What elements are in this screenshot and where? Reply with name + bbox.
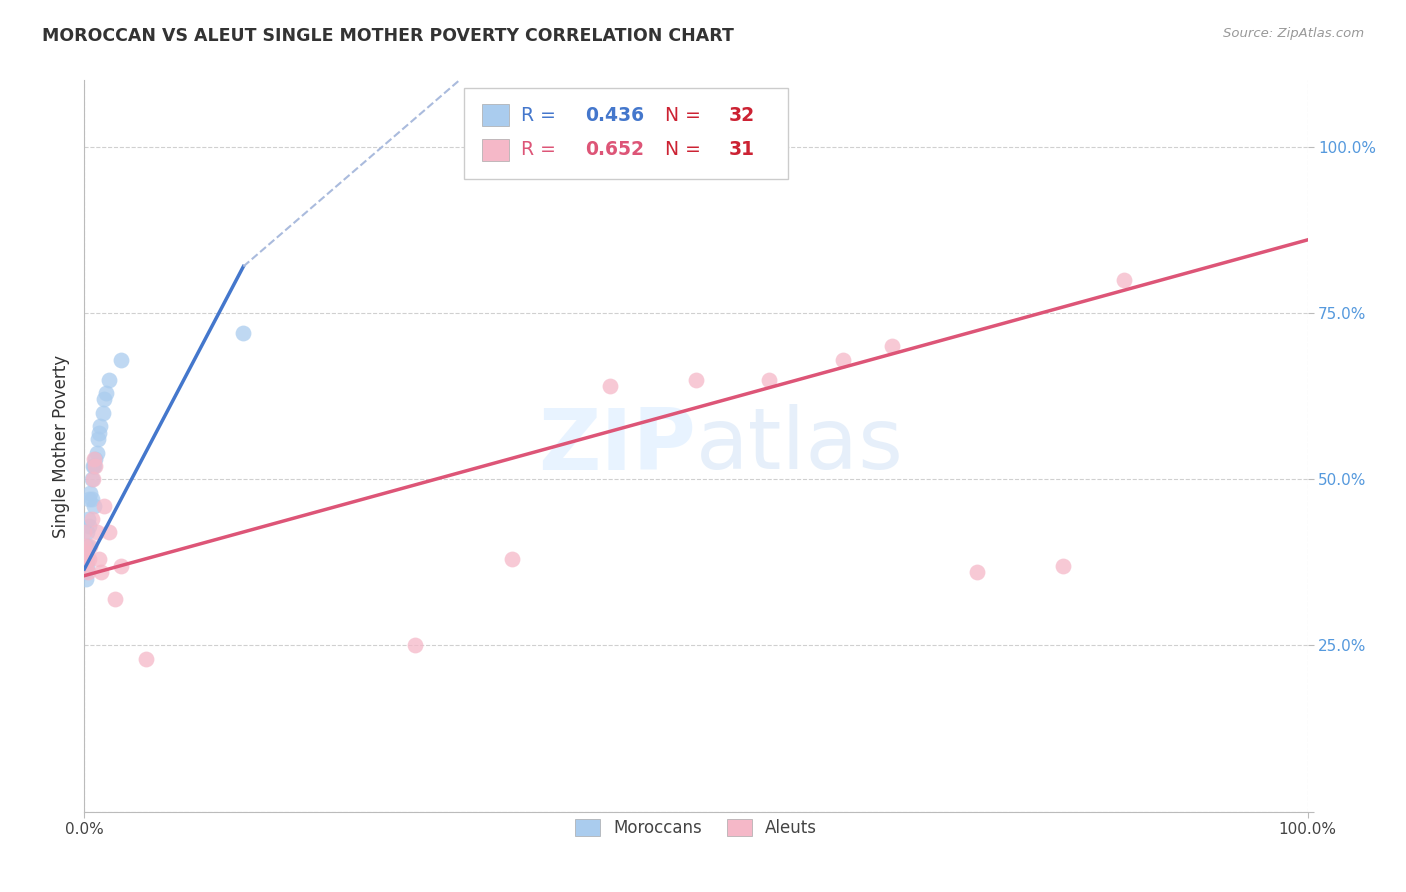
- Point: [73, 552, 96, 566]
- Point: [84, 458, 107, 473]
- Text: 0.436: 0.436: [585, 106, 644, 125]
- Point: [91, 406, 114, 420]
- Text: N =: N =: [654, 106, 707, 125]
- Point: [77, 518, 100, 533]
- Point: [404, 639, 426, 653]
- Text: 31: 31: [728, 140, 755, 160]
- Text: R =: R =: [522, 106, 562, 125]
- Point: [73, 552, 96, 566]
- FancyBboxPatch shape: [464, 87, 787, 179]
- Point: [599, 379, 621, 393]
- Point: [502, 552, 524, 566]
- Point: [831, 352, 853, 367]
- Y-axis label: Single Mother Poverty: Single Mother Poverty: [52, 354, 70, 538]
- Point: [90, 566, 112, 580]
- FancyBboxPatch shape: [482, 139, 509, 161]
- FancyBboxPatch shape: [482, 104, 509, 127]
- Point: [97, 372, 120, 386]
- Point: [75, 539, 97, 553]
- Point: [84, 452, 107, 467]
- Point: [93, 499, 115, 513]
- Point: [73, 558, 96, 573]
- Point: [82, 472, 104, 486]
- Point: [80, 472, 103, 486]
- Point: [75, 572, 97, 586]
- Point: [966, 566, 988, 580]
- Point: [77, 539, 100, 553]
- Text: R =: R =: [522, 140, 562, 160]
- Point: [76, 552, 98, 566]
- Point: [758, 372, 780, 386]
- Point: [79, 485, 101, 500]
- Point: [86, 445, 108, 459]
- Point: [79, 539, 101, 553]
- Point: [80, 492, 103, 507]
- Point: [73, 558, 96, 573]
- Point: [1114, 273, 1136, 287]
- Point: [73, 552, 96, 566]
- Point: [77, 552, 100, 566]
- Point: [73, 566, 96, 580]
- Text: atlas: atlas: [696, 404, 904, 488]
- Point: [87, 425, 110, 440]
- Point: [77, 512, 100, 526]
- Point: [83, 452, 105, 467]
- Point: [73, 525, 96, 540]
- Point: [87, 433, 110, 447]
- Legend: Moroccans, Aleuts: Moroccans, Aleuts: [568, 812, 824, 844]
- Point: [93, 392, 115, 407]
- Point: [76, 558, 98, 573]
- Text: 32: 32: [728, 106, 755, 125]
- Point: [97, 525, 120, 540]
- Point: [86, 525, 108, 540]
- Point: [76, 525, 98, 540]
- Text: Source: ZipAtlas.com: Source: ZipAtlas.com: [1223, 27, 1364, 40]
- Point: [83, 458, 105, 473]
- Point: [73, 545, 96, 559]
- Point: [232, 326, 254, 340]
- Point: [135, 652, 157, 666]
- Point: [83, 499, 105, 513]
- Text: N =: N =: [654, 140, 707, 160]
- Text: ZIP: ZIP: [538, 404, 696, 488]
- Point: [96, 385, 118, 400]
- Point: [89, 419, 111, 434]
- Point: [880, 339, 903, 353]
- Point: [104, 591, 127, 606]
- Point: [73, 539, 96, 553]
- Point: [77, 492, 100, 507]
- Point: [1052, 558, 1074, 573]
- Text: 0.652: 0.652: [585, 140, 644, 160]
- Point: [110, 352, 132, 367]
- Point: [73, 545, 96, 559]
- Point: [73, 552, 96, 566]
- Point: [685, 372, 707, 386]
- Point: [80, 512, 103, 526]
- Point: [87, 552, 110, 566]
- Point: [77, 566, 100, 580]
- Point: [82, 458, 104, 473]
- Point: [75, 558, 97, 573]
- Point: [110, 558, 132, 573]
- Text: MOROCCAN VS ALEUT SINGLE MOTHER POVERTY CORRELATION CHART: MOROCCAN VS ALEUT SINGLE MOTHER POVERTY …: [42, 27, 734, 45]
